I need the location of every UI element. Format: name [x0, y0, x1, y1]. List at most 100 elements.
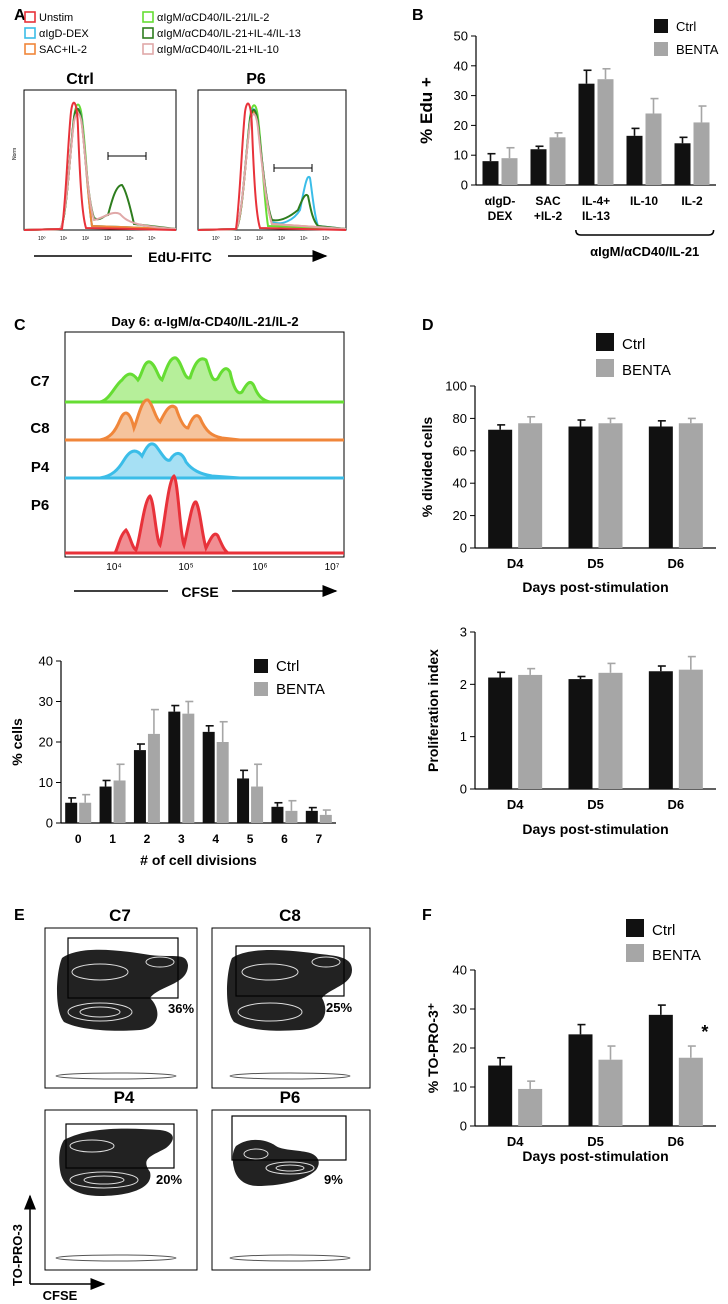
chart-c2-xtick-label-3: 3 — [178, 832, 185, 846]
panel-c-xlabel-bg — [168, 582, 232, 600]
chart-b-legend-label-ctrl: Ctrl — [676, 19, 696, 34]
dot-p6-floor — [229, 1254, 351, 1262]
chart-f-ylabel: % TO-PRO-3⁺ — [425, 1003, 441, 1093]
chart-f-ytick-label-2: 20 — [453, 1041, 467, 1056]
panel-c-divisions-chart: 0 10 20 30 40 % cells 0 1 2 3 4 5 6 7 # of cell divisi… — [9, 654, 336, 868]
dot-plot-c7: 36% — [44, 927, 198, 1089]
chart-d2-ytick-label-2: 2 — [460, 677, 467, 692]
chart-b-legend-swatch-benta — [654, 42, 668, 56]
chart-b-bar-ctrl-1 — [530, 149, 547, 185]
dot-p6-frame — [211, 1109, 371, 1271]
chart-b-bar-benta-1 — [549, 137, 566, 185]
chart-d2-xtick-label-1: D5 — [587, 797, 604, 812]
panel-a-letter: A — [14, 7, 26, 24]
chart-c2-ytick-label-4: 40 — [39, 654, 53, 669]
chart-d2-bar-benta-0 — [518, 674, 543, 789]
hist-ctrl-curve-sac — [23, 109, 177, 231]
chart-d2-xlabel: Days post-stimulation — [522, 821, 668, 837]
chart-c2-legend-label-ctrl: Ctrl — [276, 658, 299, 675]
panel-c-title: Day 6: α-IgM/α-CD40/IL-21/IL-2 — [111, 314, 298, 329]
chart-b-xtick-label-3-0: IL-10 — [630, 194, 658, 208]
hist-ctrl-tick-5: 10⁵ — [148, 236, 156, 242]
chart-d1-ytick-label-2: 40 — [453, 476, 467, 491]
dot-plot-p4: 20% — [44, 1109, 198, 1271]
chart-b-bar-benta-2 — [597, 79, 614, 185]
chart-d1-bar-benta-0 — [518, 423, 543, 548]
legend-swatch-unstim — [24, 11, 36, 23]
panel-a-legend: Unstim αIgD-DEX SAC+IL-2 αIgM/αCD40/IL-2… — [24, 11, 301, 56]
chart-b-ylabel: % Edu + — [417, 77, 436, 144]
hist-p6-curve-igd — [197, 108, 347, 231]
legend-swatch-igd-dex — [24, 27, 36, 39]
panel-c-frame — [64, 331, 345, 558]
dot-c8-population — [227, 950, 352, 1031]
hist-p6-curve-il10 — [197, 113, 347, 231]
chart-d1-ytick-label-3: 60 — [453, 443, 467, 458]
chart-d2-bar-ctrl-2 — [648, 671, 673, 789]
cfse-track-p6 — [65, 474, 344, 555]
hist-p6-curve-il4 — [197, 109, 347, 231]
chart-d2-bar-benta-2 — [678, 669, 703, 789]
chart-d1-ytick-label-1: 20 — [453, 508, 467, 523]
dot-p6-gate — [231, 1115, 347, 1161]
chart-c2-bar-benta-4 — [216, 742, 229, 823]
chart-b-legend-swatch-ctrl — [654, 19, 668, 33]
chart-c2-ytick-label-0: 0 — [46, 816, 53, 831]
dot-p4-contour-3 — [69, 1139, 115, 1153]
panel-e: E C7 C8 P4 P6 36% 25% — [10, 906, 371, 1303]
chart-b-xtick-label-1-1: +IL-2 — [534, 209, 563, 223]
chart-c2-xtick-label-5: 5 — [247, 832, 254, 846]
chart-d1-xlabel: Days post-stimulation — [522, 579, 668, 595]
dot-p4-contour-2 — [83, 1175, 125, 1185]
panel-c: C Day 6: α-IgM/α-CD40/IL-21/IL-2 C7 C8 P… — [14, 314, 345, 600]
dot-title-c7: C7 — [109, 906, 131, 925]
chart-c2-legend-swatch-benta — [254, 682, 268, 696]
chart-d1-bar-ctrl-0 — [488, 429, 513, 548]
hist-ctrl-tick-0: 10⁰ — [38, 236, 46, 242]
chart-f-ytick-label-3: 30 — [453, 1002, 467, 1017]
panel-f: F — [422, 907, 432, 924]
dot-c7-contour-3 — [71, 963, 129, 981]
chart-c2-xtick-label-1: 1 — [109, 832, 116, 846]
dot-p4-pct: 20% — [156, 1172, 182, 1187]
panel-a: A Unstim αIgD-DEX SAC+IL-2 αIgM/αCD40/IL… — [12, 7, 347, 265]
dot-c7-population — [57, 949, 188, 1031]
chart-f-bar-ctrl-2 — [648, 1014, 673, 1126]
chart-c2-bar-ctrl-7 — [305, 810, 318, 823]
panel-b: B 0 10 20 30 40 50 % Edu + αIgD-DEX SAC+IL-2 IL-4… — [412, 7, 719, 259]
dot-p4-gate — [65, 1123, 175, 1169]
dot-plot-c8: 25% — [211, 927, 371, 1089]
panel-d-letter: D — [422, 317, 434, 334]
chart-f-ytick-label-1: 10 — [453, 1080, 467, 1095]
panel-b-letter: B — [412, 7, 424, 24]
cfse-tick-0: 10⁴ — [106, 562, 121, 573]
hist-ctrl-tick-3: 10³ — [104, 236, 112, 242]
chart-c2-bar-ctrl-1 — [99, 786, 112, 823]
chart-b-legend-label-benta: BENTA — [676, 42, 719, 57]
chart-c2-bar-benta-1 — [113, 780, 126, 823]
dot-c8-frame — [211, 927, 371, 1089]
chart-c2-ylabel: % cells — [9, 718, 25, 766]
legend-label-il10: αIgM/αCD40/IL-21+IL-10 — [157, 44, 279, 56]
chart-f-ytick-label-4: 40 — [453, 963, 467, 978]
chart-b-ytick-label-1: 10 — [454, 148, 468, 163]
chart-d2-xtick-label-0: D4 — [507, 797, 524, 812]
chart-b-bar-ctrl-3 — [626, 135, 643, 185]
hist-p6-tick-2: 10² — [256, 236, 264, 242]
chart-c2-bar-benta-2 — [147, 733, 160, 823]
panel-e-ylabel: TO-PRO-3 — [10, 1224, 25, 1286]
chart-c2-xtick-label-4: 4 — [212, 832, 219, 846]
chart-b-ytick-label-4: 40 — [454, 58, 468, 73]
chart-b-xtick-label-1-0: SAC — [535, 194, 561, 208]
dot-p4-contour-1 — [69, 1171, 139, 1189]
chart-c2-bar-ctrl-3 — [168, 711, 181, 823]
chart-c2-legend-label-benta: BENTA — [276, 681, 325, 698]
legend-swatch-il4 — [142, 27, 154, 39]
hist-p6-frame — [197, 89, 347, 231]
chart-d1-ylabel: % divided cells — [419, 417, 435, 518]
chart-b-ytick-label-0: 0 — [461, 178, 468, 193]
chart-c2-xtick-label-6: 6 — [281, 832, 288, 846]
hist-ctrl-tick-1: 10¹ — [60, 236, 68, 242]
